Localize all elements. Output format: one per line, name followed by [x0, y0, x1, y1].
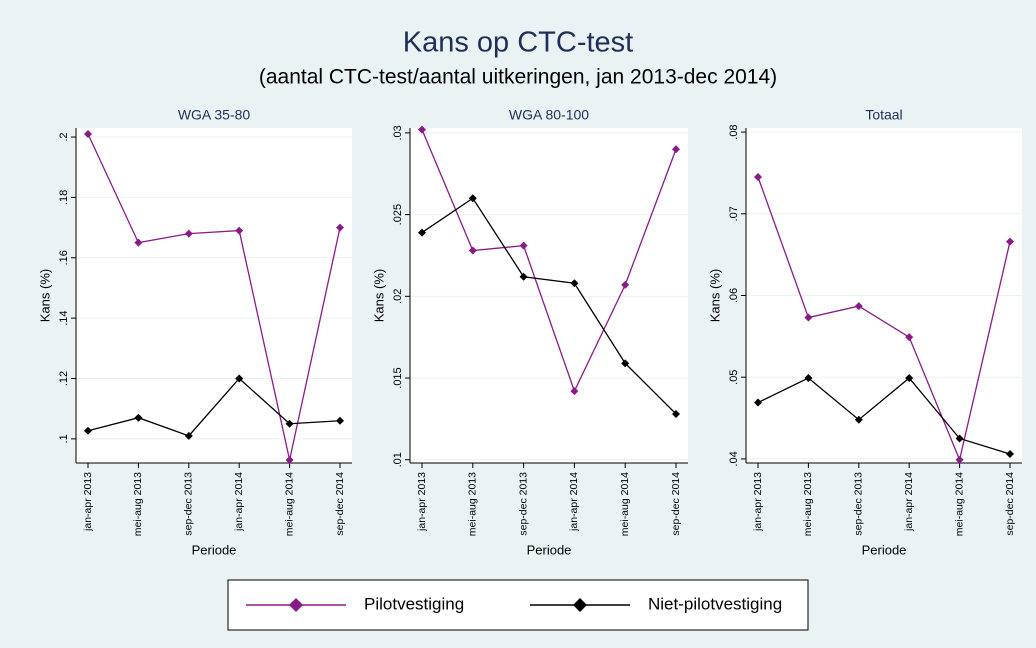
x-tick-label: sep-dec 2014 [1004, 472, 1016, 536]
plot-area [76, 128, 352, 463]
point [804, 374, 813, 383]
y-tick-label: .1 [58, 434, 70, 443]
point [854, 415, 863, 424]
series-line [87, 133, 341, 461]
series-line [421, 197, 677, 415]
x-tick-label: sep-dec 2013 [517, 472, 529, 536]
point [519, 241, 528, 250]
plot-area [410, 128, 688, 463]
x-tick-label: mei-aug 2013 [802, 472, 814, 536]
point [468, 194, 477, 203]
point [418, 125, 426, 134]
x-tick-label: mei-aug 2014 [953, 472, 965, 536]
point [336, 223, 344, 232]
y-tick-label: .2 [58, 132, 70, 141]
legend-label: Pilotvestiging [364, 594, 464, 613]
y-axis-label: Kans (%) [371, 269, 386, 322]
y-tick-label: .08 [728, 124, 740, 139]
x-tick-label: sep-dec 2014 [334, 472, 346, 536]
y-tick-label: .14 [58, 310, 70, 325]
point [336, 416, 344, 425]
point [754, 398, 762, 407]
x-tick-label: mei-aug 2014 [619, 472, 631, 536]
y-tick-label: .025 [392, 204, 404, 225]
point [955, 434, 964, 443]
point [905, 374, 914, 383]
y-tick-label: .07 [728, 206, 740, 221]
point [754, 173, 762, 182]
y-tick-label: .06 [728, 288, 740, 303]
point [134, 238, 143, 247]
y-tick-label: .16 [58, 250, 70, 265]
y-tick-label: .04 [728, 451, 740, 466]
y-tick-label: .05 [728, 370, 740, 385]
point [84, 426, 92, 435]
series-line [757, 176, 1011, 462]
point [84, 130, 92, 139]
x-tick-label: jan-apr 2013 [416, 472, 428, 532]
point [134, 413, 143, 422]
point [672, 145, 680, 154]
point [1006, 450, 1014, 459]
point [905, 333, 914, 342]
panel-title: Totaal [865, 107, 902, 123]
point [285, 419, 294, 428]
point [184, 431, 193, 440]
x-tick-label: sep-dec 2013 [183, 472, 195, 536]
point [570, 279, 579, 288]
legend-label: Niet-pilotvestiging [648, 594, 782, 613]
panel-title: WGA 80-100 [509, 107, 589, 123]
point [854, 302, 863, 311]
x-axis-label: Periode [862, 542, 907, 557]
series-line [421, 129, 677, 393]
series-line [757, 377, 1011, 455]
point [184, 229, 193, 238]
point [1006, 237, 1014, 246]
point [468, 246, 477, 255]
y-tick-label: .12 [58, 371, 70, 386]
point [621, 280, 630, 289]
point [570, 387, 579, 396]
point [955, 455, 964, 464]
y-tick-label: .18 [58, 190, 70, 205]
y-tick-label: .015 [392, 367, 404, 388]
y-tick-label: .01 [392, 452, 404, 467]
x-tick-label: sep-dec 2014 [670, 472, 682, 536]
y-axis-label: Kans (%) [37, 269, 52, 322]
chart-subtitle: (aantal CTC-test/aantal uitkeringen, jan… [259, 66, 777, 89]
point [418, 228, 426, 237]
point [519, 272, 528, 281]
x-tick-label: mei-aug 2014 [283, 472, 295, 536]
x-axis-label: Periode [527, 542, 572, 557]
x-axis-label: Periode [192, 542, 237, 557]
point [621, 359, 630, 368]
x-tick-label: jan-apr 2013 [82, 472, 94, 532]
x-tick-label: mei-aug 2013 [132, 472, 144, 536]
point [235, 226, 244, 235]
y-tick-label: .02 [392, 289, 404, 304]
x-tick-label: mei-aug 2013 [467, 472, 479, 536]
series-line [87, 377, 341, 437]
legend-marker [573, 598, 587, 612]
legend-marker [289, 598, 303, 612]
chart-title: Kans op CTC-test [403, 27, 633, 59]
x-tick-label: jan-apr 2014 [233, 472, 245, 532]
point [804, 313, 813, 322]
y-axis-label: Kans (%) [707, 269, 722, 322]
point [235, 374, 244, 383]
panel-title: WGA 35-80 [178, 107, 251, 123]
point [672, 409, 680, 418]
y-tick-label: .03 [392, 125, 404, 140]
x-tick-label: jan-apr 2014 [568, 472, 580, 532]
x-tick-label: jan-apr 2014 [903, 472, 915, 532]
x-tick-label: sep-dec 2013 [853, 472, 865, 536]
x-tick-label: jan-apr 2013 [752, 472, 764, 532]
point [285, 455, 294, 464]
